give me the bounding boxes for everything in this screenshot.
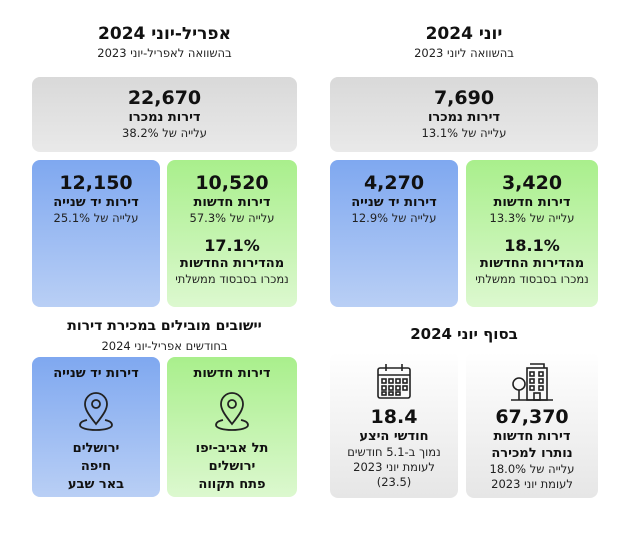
inventory-label-2: נותרו למכירה — [491, 446, 573, 461]
june-used-card: 4,270 דירות יד שנייה עלייה של 12.9% — [330, 160, 458, 307]
quarter-total-card: 22,670 דירות נמכרו עלייה של 38.2% — [32, 77, 297, 152]
quarter-used-card: 12,150 דירות יד שנייה עלייה של 25.1% — [32, 160, 160, 307]
quarter-total-value: 22,670 — [127, 87, 202, 109]
june-used-label: דירות יד שנייה — [351, 195, 437, 210]
june-total-change: עלייה של 13.1% — [421, 126, 507, 140]
leading-used-card: דירות יד שנייה ירושלים חיפה באר שבע — [32, 357, 160, 497]
supply-card: 18.4 חודשי היצע נמוך ב-5.1 חודשים לעומת … — [330, 352, 458, 498]
calendar-icon — [330, 362, 458, 402]
june-used-change: עלייה של 12.9% — [351, 211, 437, 225]
quarter-subtitle: בהשוואה לאפריל-יוני 2023 — [97, 46, 232, 60]
leading-used-cities: ירושלים חיפה באר שבע — [32, 440, 160, 494]
quarter-used-label: דירות יד שנייה — [53, 195, 139, 210]
leading-used-city: באר שבע — [67, 477, 125, 492]
quarter-used-change: עלייה של 25.1% — [53, 211, 139, 225]
quarter-new-subsidized-sub: נמכרו בסבסוד ממשלתי — [175, 272, 289, 286]
supply-value: 18.4 — [370, 406, 418, 428]
leading-subtitle: בחודשים אפריל-יוני 2024 — [101, 339, 228, 353]
june-title: יוני 2024 — [425, 24, 503, 44]
june-subtitle: בהשוואה ליוני 2023 — [414, 46, 514, 60]
inventory-value: 67,370 — [495, 406, 569, 428]
supply-sub-3: (23.5) — [376, 475, 412, 489]
quarter-total-change: עלייה של 38.2% — [122, 126, 207, 140]
june-total-card: 7,690 דירות נמכרו עלייה של 13.1% — [330, 77, 598, 152]
leading-new-cities: תל אביב-יפו ירושלים פתח תקווה — [167, 440, 297, 494]
quarter-new-value: 10,520 — [195, 172, 269, 194]
leading-new-city: תל אביב-יפו — [195, 441, 269, 456]
june-total-value: 7,690 — [433, 87, 495, 109]
quarter-used-value: 12,150 — [59, 172, 133, 194]
quarter-new-change: עלייה של 57.3% — [189, 211, 275, 225]
inventory-label-1: דירות חדשות — [493, 429, 571, 444]
june-new-subsidized-label: מהדירות החדשות — [479, 256, 585, 271]
june-new-card: 3,420 דירות חדשות עלייה של 13.3% 18.1% מ… — [466, 160, 598, 307]
leading-used-city: חיפה — [80, 459, 112, 474]
june-used-value: 4,270 — [363, 172, 425, 194]
june-new-value: 3,420 — [501, 172, 563, 194]
leading-title: יישובים מובילים במכירת דירות — [67, 318, 262, 334]
june-new-label: דירות חדשות — [493, 195, 571, 210]
leading-new-city: פתח תקווה — [198, 477, 266, 492]
leading-new-label: דירות חדשות — [193, 366, 271, 381]
quarter-new-subsidized-pct: 17.1% — [204, 236, 260, 255]
june-new-change: עלייה של 13.3% — [489, 211, 575, 225]
leading-used-city: ירושלים — [72, 441, 120, 456]
quarter-total-label: דירות נמכרו — [128, 110, 201, 125]
inventory-card: 67,370 דירות חדשות נותרו למכירה עלייה של… — [466, 352, 598, 498]
supply-sub-2: לעומת יוני 2023 — [353, 460, 435, 474]
june-total-label: דירות נמכרו — [427, 110, 501, 125]
end-june-title: בסוף יוני 2024 — [410, 325, 518, 343]
location-pin-icon — [32, 390, 160, 434]
quarter-new-subsidized-label: מהדירות החדשות — [179, 256, 285, 271]
june-new-subsidized-sub: נמכרו בסבסוד ממשלתי — [475, 272, 589, 286]
inventory-sub-2: לעומת יוני 2023 — [491, 477, 573, 491]
quarter-new-label: דירות חדשות — [193, 195, 271, 210]
leading-new-city: ירושלים — [208, 459, 256, 474]
supply-label: חודשי היצע — [359, 429, 429, 444]
building-icon — [466, 362, 598, 402]
leading-new-card: דירות חדשות תל אביב-יפו ירושלים פתח תקוו… — [167, 357, 297, 497]
supply-sub-1: נמוך ב-5.1 חודשים — [347, 445, 441, 459]
location-pin-icon — [167, 390, 297, 434]
leading-used-label: דירות יד שנייה — [53, 366, 139, 381]
quarter-title: אפריל-יוני 2024 — [98, 24, 231, 44]
quarter-new-card: 10,520 דירות חדשות עלייה של 57.3% 17.1% … — [167, 160, 297, 307]
inventory-sub-1: עלייה של 18.0% — [489, 462, 575, 476]
june-new-subsidized-pct: 18.1% — [504, 236, 560, 255]
